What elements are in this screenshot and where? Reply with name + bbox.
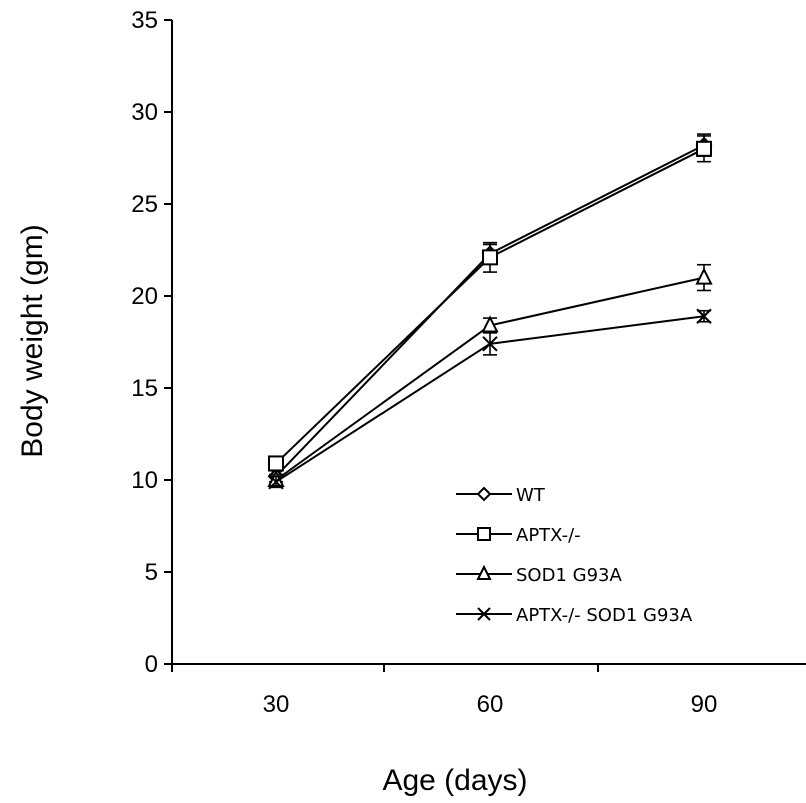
triangle-marker xyxy=(476,564,492,580)
y-axis-title: Body weight (gm) xyxy=(16,224,49,457)
y-tick-label: 10 xyxy=(131,467,158,494)
legend-label: WT xyxy=(516,485,546,506)
series-1 xyxy=(268,135,712,472)
y-ticks: 0 5 10 15 20 25 30 35 xyxy=(131,7,172,678)
square-marker xyxy=(482,249,498,266)
x-axis-title: Age (days) xyxy=(382,764,527,797)
y-tick-label: 5 xyxy=(145,559,158,586)
legend-item: WT xyxy=(456,485,546,506)
square-marker xyxy=(696,140,712,157)
legend-label: APTX-/- xyxy=(516,525,581,546)
x-tick-label: 90 xyxy=(691,691,718,718)
diamond-marker xyxy=(476,486,492,502)
legend-item: APTX-/- SOD1 G93A xyxy=(456,605,693,626)
y-tick-label: 30 xyxy=(131,99,158,126)
y-tick-label: 25 xyxy=(131,191,158,218)
square-marker xyxy=(268,455,284,472)
axes xyxy=(171,20,806,665)
legend-item: SOD1 G93A xyxy=(456,564,622,586)
series-layer xyxy=(267,133,713,490)
series-0 xyxy=(267,133,713,485)
triangle-marker xyxy=(481,315,499,333)
square-marker xyxy=(477,527,491,541)
x-marker xyxy=(696,308,712,324)
series-2 xyxy=(267,263,713,487)
legend: WT APTX-/- SOD1 G93A APTX-/- SOD1 G93A xyxy=(456,485,693,626)
x-tick-label: 30 xyxy=(263,691,290,718)
legend-item: APTX-/- xyxy=(456,525,581,546)
x-marker xyxy=(482,336,498,352)
x-tick-label: 60 xyxy=(477,691,504,718)
legend-label: SOD1 G93A xyxy=(516,565,622,586)
y-tick-label: 35 xyxy=(131,7,158,34)
series-line xyxy=(275,144,705,478)
x-ticks: 30 60 90 xyxy=(171,664,718,718)
x-marker xyxy=(477,607,491,621)
series-line xyxy=(275,147,705,465)
x-marker xyxy=(268,474,284,490)
series-line xyxy=(275,276,705,481)
y-tick-label: 20 xyxy=(131,283,158,310)
series-3 xyxy=(268,308,712,490)
y-tick-label: 15 xyxy=(131,375,158,402)
y-tick-label: 0 xyxy=(145,651,158,678)
triangle-marker xyxy=(695,267,713,285)
legend-label: APTX-/- SOD1 G93A xyxy=(516,605,693,626)
